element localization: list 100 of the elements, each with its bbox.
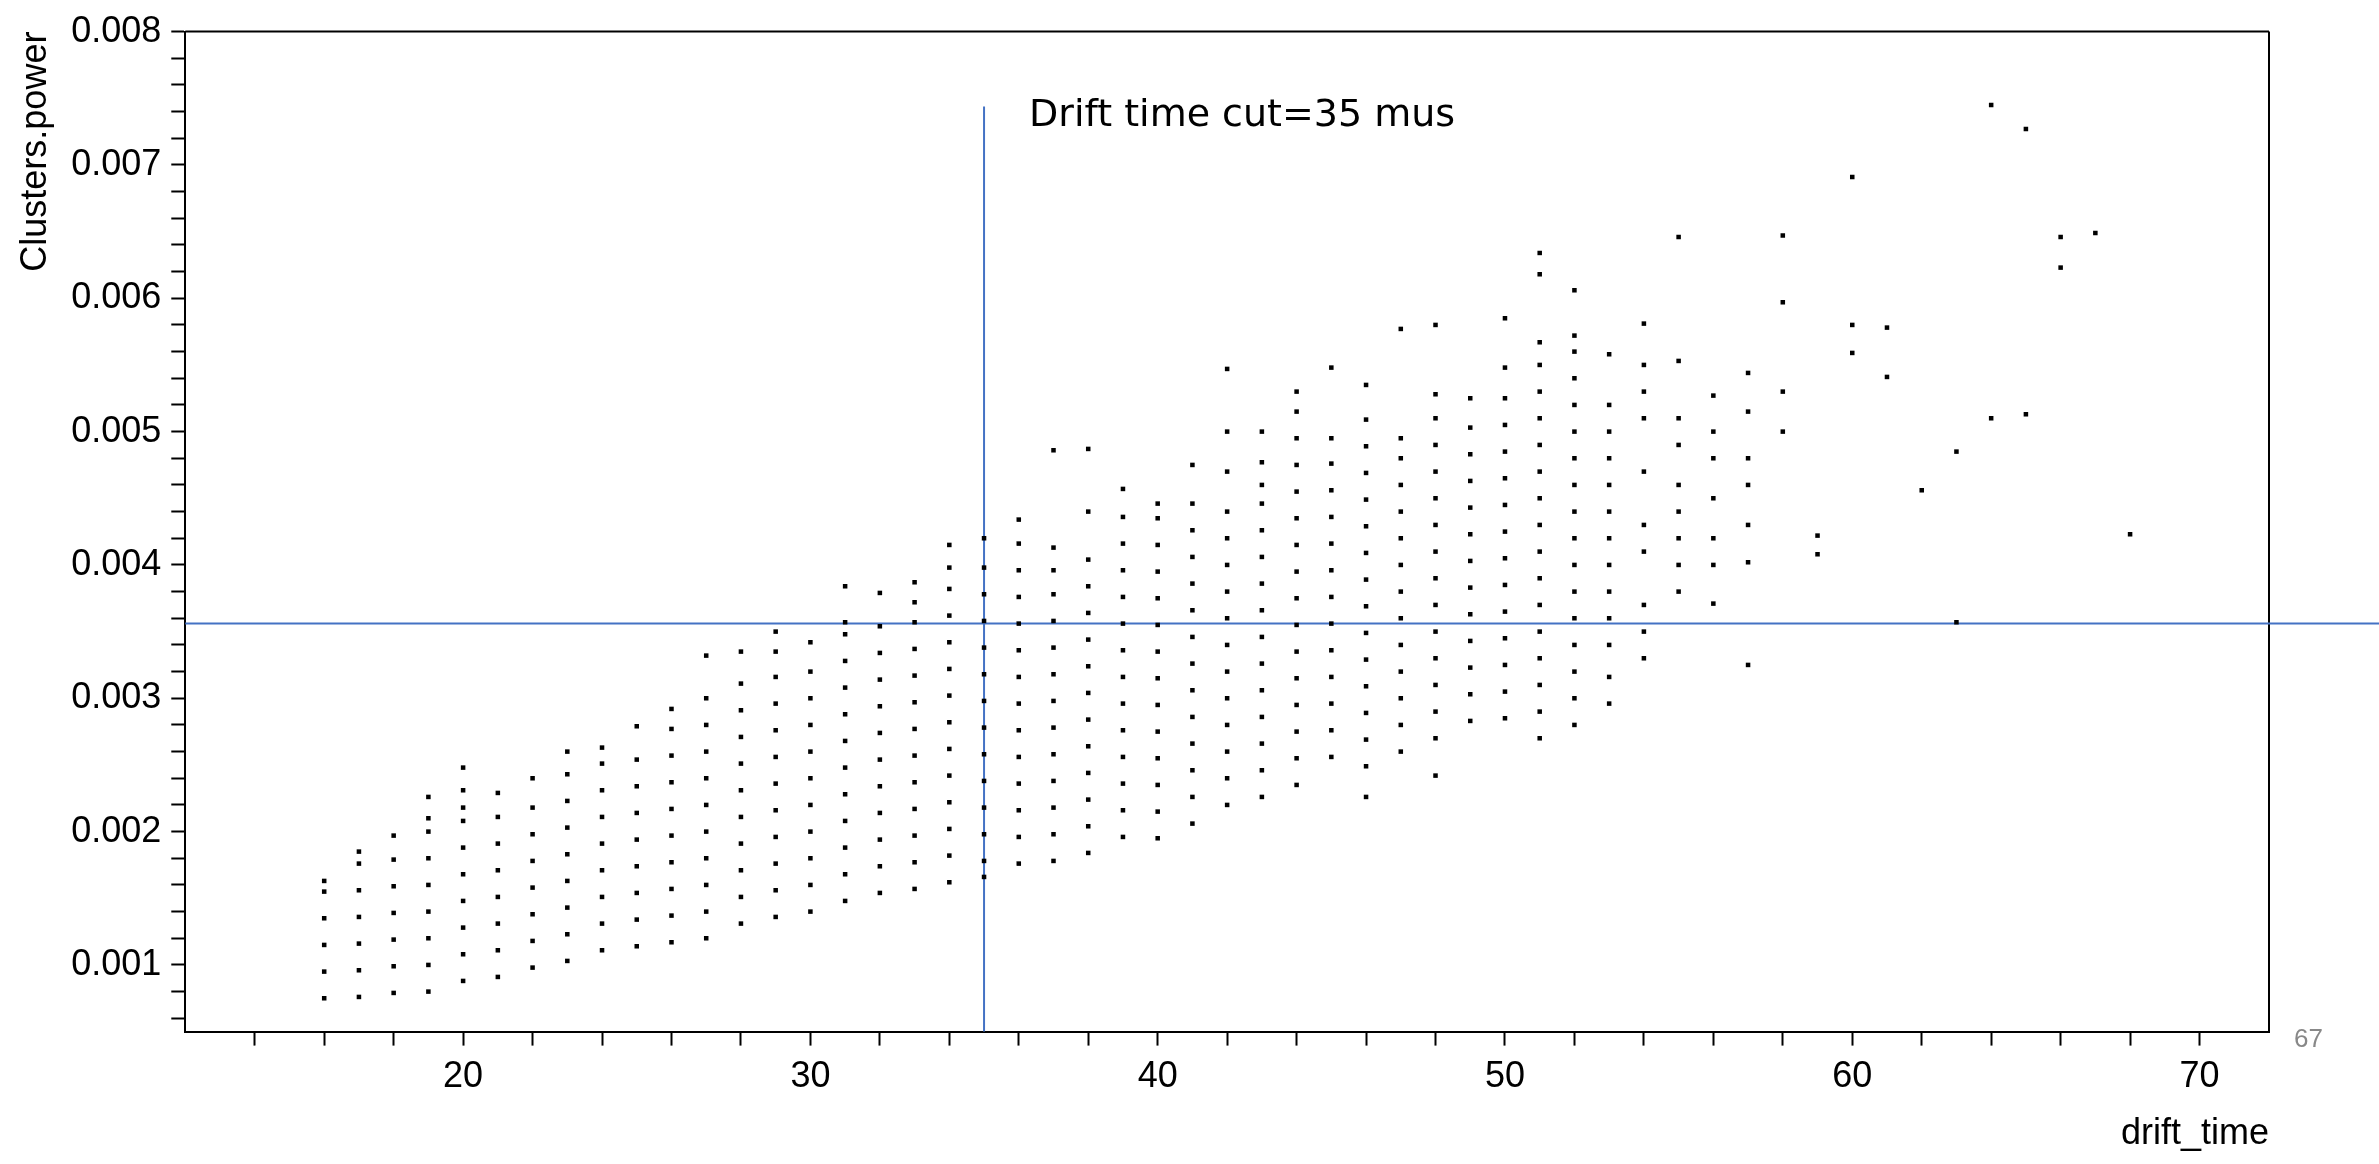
point xyxy=(530,805,535,810)
point xyxy=(1676,482,1681,488)
point xyxy=(1224,469,1230,474)
point xyxy=(738,788,744,793)
point xyxy=(1780,300,1786,305)
point xyxy=(565,749,570,754)
point xyxy=(1085,509,1091,514)
point xyxy=(530,858,535,864)
point xyxy=(1433,522,1438,528)
point xyxy=(426,829,431,834)
point xyxy=(947,826,952,832)
point xyxy=(842,845,848,850)
point xyxy=(1572,349,1577,354)
point xyxy=(1329,365,1334,370)
point xyxy=(1433,773,1438,778)
point xyxy=(1120,621,1126,626)
point xyxy=(1190,768,1195,773)
point xyxy=(495,868,501,873)
point xyxy=(1676,234,1681,240)
point xyxy=(808,829,813,834)
point xyxy=(426,856,431,861)
point xyxy=(1016,517,1022,522)
point xyxy=(1641,549,1647,554)
point xyxy=(1155,622,1160,628)
point xyxy=(1259,501,1265,506)
point xyxy=(1085,557,1091,562)
point xyxy=(1051,832,1056,837)
point xyxy=(1572,589,1577,594)
point xyxy=(1572,536,1577,541)
point xyxy=(808,802,813,808)
point xyxy=(1572,642,1577,648)
point xyxy=(1572,482,1577,488)
point xyxy=(773,629,778,634)
point xyxy=(2023,412,2029,417)
point xyxy=(1155,569,1160,574)
point xyxy=(738,921,744,926)
point xyxy=(391,884,396,889)
point xyxy=(808,856,813,861)
point xyxy=(1329,621,1334,626)
point xyxy=(1155,501,1160,506)
point xyxy=(1537,362,1542,368)
point xyxy=(1294,489,1299,494)
x-tick-label: 50 xyxy=(1484,1054,1525,1096)
point xyxy=(912,673,917,678)
point xyxy=(912,860,917,865)
point xyxy=(1502,716,1508,721)
point xyxy=(1572,376,1577,381)
point xyxy=(391,990,396,996)
point xyxy=(1988,416,1994,421)
point xyxy=(391,857,396,862)
point xyxy=(1641,656,1647,661)
point xyxy=(912,700,917,705)
point xyxy=(1294,569,1299,574)
point xyxy=(2058,265,2063,270)
point xyxy=(1919,488,1924,493)
point xyxy=(460,788,466,793)
point xyxy=(981,645,987,650)
point xyxy=(1398,536,1404,541)
point xyxy=(669,726,674,732)
point xyxy=(842,584,848,589)
point xyxy=(1537,250,1542,256)
point xyxy=(1572,722,1577,728)
point xyxy=(1850,322,1855,328)
point xyxy=(703,696,709,701)
point xyxy=(1676,358,1681,364)
point xyxy=(1467,505,1473,510)
point xyxy=(981,592,987,597)
point xyxy=(1537,549,1542,554)
point xyxy=(1467,532,1473,537)
point xyxy=(1537,682,1542,688)
point xyxy=(1085,637,1091,642)
point xyxy=(1224,509,1230,514)
point xyxy=(1259,460,1265,465)
point xyxy=(391,964,396,969)
point xyxy=(1294,436,1299,441)
point xyxy=(1502,476,1508,481)
point xyxy=(599,761,605,766)
point xyxy=(808,640,813,645)
point xyxy=(1641,389,1647,394)
point xyxy=(738,868,744,873)
point xyxy=(1606,429,1612,434)
point xyxy=(460,872,466,877)
point xyxy=(1051,592,1056,597)
point xyxy=(634,784,640,789)
point xyxy=(1884,325,1890,330)
x-tick-label: 40 xyxy=(1137,1054,1178,1096)
point xyxy=(738,681,744,686)
point xyxy=(738,649,744,654)
point xyxy=(1294,782,1299,788)
point xyxy=(1711,456,1716,461)
point xyxy=(1537,469,1542,474)
point xyxy=(1329,436,1334,441)
point xyxy=(1016,808,1022,813)
point xyxy=(1502,529,1508,534)
point xyxy=(842,632,848,637)
point xyxy=(634,864,640,869)
point xyxy=(1537,709,1542,714)
point xyxy=(634,810,640,816)
point xyxy=(1467,612,1473,617)
point xyxy=(1606,456,1612,461)
